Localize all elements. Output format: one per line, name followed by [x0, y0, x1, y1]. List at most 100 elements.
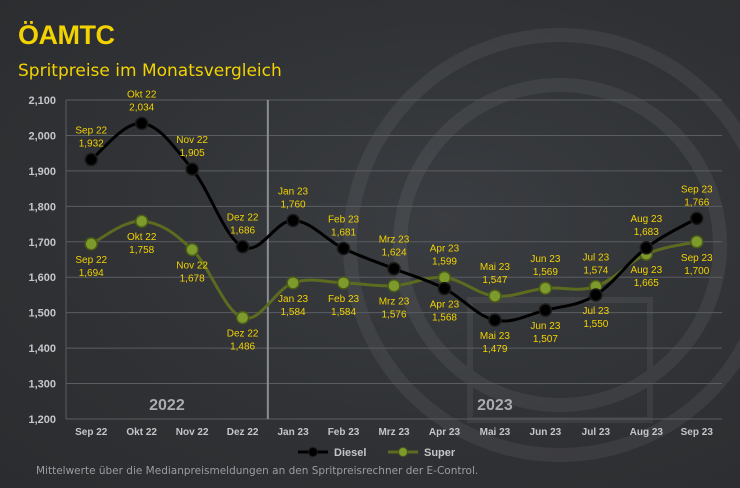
- diesel-legend-label: Diesel: [334, 447, 366, 459]
- super-label-month: Jul 23: [583, 252, 610, 263]
- super-label-value: 1,486: [230, 342, 255, 353]
- diesel-label-month: Jan 23: [278, 187, 308, 198]
- super-marker: [488, 289, 502, 303]
- diesel-label-value: 1,683: [634, 227, 659, 238]
- super-label-month: Mai 23: [480, 262, 510, 273]
- super-marker: [437, 270, 452, 285]
- year-label: 2023: [477, 397, 513, 414]
- x-tick-label: Okt 22: [126, 427, 157, 438]
- diesel-marker: [134, 116, 149, 131]
- diesel-marker: [589, 288, 603, 302]
- diesel-marker: [387, 261, 401, 276]
- x-tick-label: Nov 22: [176, 427, 209, 438]
- x-tick-label: Mai 23: [480, 427, 511, 438]
- super-label-month: Dez 22: [227, 329, 259, 340]
- super-marker: [235, 310, 250, 325]
- diesel-label-value: 1,760: [281, 200, 306, 211]
- diesel-label-value: 1,568: [432, 313, 457, 324]
- super-label-month: Jan 23: [278, 294, 308, 305]
- diesel-marker: [336, 241, 351, 256]
- diesel-label-month: Jul 23: [583, 306, 610, 317]
- super-label-value: 1,584: [331, 307, 356, 318]
- diesel-label-month: Sep 22: [75, 126, 107, 137]
- diesel-label-month: Dez 22: [227, 213, 259, 224]
- super-marker: [336, 276, 351, 290]
- super-label-value: 1,574: [583, 265, 608, 276]
- super-label-month: Nov 22: [176, 261, 208, 272]
- diesel-label-month: Mrz 23: [379, 235, 410, 246]
- super-label-value: 1,547: [482, 275, 507, 286]
- super-marker: [690, 235, 704, 249]
- x-axis: Sep 22 Okt 22 Nov 22 Dez 22 Jan 23 Feb 23 Mrz …: [75, 427, 713, 438]
- super-label-month: Mrz 23: [379, 297, 410, 308]
- x-tick-label: Mrz 23: [378, 427, 410, 438]
- diesel-label-value: 2,034: [129, 102, 154, 113]
- diesel-label-month: Nov 22: [176, 135, 208, 146]
- y-tick-label: 1,400: [28, 343, 56, 355]
- x-tick-label: Jul 23: [582, 427, 611, 438]
- super-legend-label: Super: [424, 447, 456, 459]
- super-legend-marker: [398, 447, 408, 457]
- diesel-label-month: Jun 23: [530, 321, 560, 332]
- diesel-label-value: 1,507: [533, 334, 558, 345]
- chart-legend: Diesel Super: [298, 447, 456, 459]
- diesel-marker: [286, 213, 300, 228]
- diesel-marker: [639, 241, 654, 255]
- super-label-value: 1,700: [684, 266, 709, 277]
- diesel-label-value: 1,681: [331, 228, 356, 239]
- y-tick-label: 1,800: [28, 201, 56, 213]
- y-tick-label: 1,300: [28, 379, 56, 391]
- diesel-marker: [84, 152, 98, 167]
- super-label-month: Okt 22: [127, 232, 157, 243]
- super-label-month: Aug 23: [630, 265, 662, 276]
- diesel-label-month: Mai 23: [480, 331, 510, 342]
- diesel-marker: [437, 281, 452, 296]
- super-label-value: 1,576: [381, 310, 406, 321]
- super-label-value: 1,569: [533, 267, 558, 278]
- x-tick-label: Sep 22: [75, 427, 108, 438]
- diesel-label-value: 1,550: [583, 319, 608, 330]
- x-tick-label: Sep 23: [681, 427, 714, 438]
- x-tick-label: Jan 23: [278, 427, 310, 438]
- y-tick-label: 1,900: [28, 166, 56, 178]
- y-tick-label: 2,000: [28, 130, 56, 142]
- watermark-emblem: [343, 28, 740, 462]
- diesel-label-value: 1,905: [180, 148, 205, 159]
- y-axis: 1,200 1,300 1,400 1,500 1,600 1,700 1,800 1,900…: [28, 95, 67, 426]
- super-label-month: Sep 23: [681, 253, 713, 264]
- diesel-label-month: Aug 23: [630, 214, 662, 225]
- super-label-value: 1,665: [634, 278, 659, 289]
- diesel-label-month: Feb 23: [328, 215, 360, 226]
- diesel-label-value: 1,479: [482, 344, 507, 355]
- year-labels: 2022 2023: [149, 397, 513, 414]
- y-tick-label: 2,100: [28, 95, 56, 107]
- data-labels: Sep 22 1,932 Sep 22 1,694 Okt 22 2,034 Okt 22 1…: [75, 89, 713, 355]
- super-marker: [538, 281, 553, 295]
- diesel-marker: [488, 313, 502, 327]
- x-tick-label: Feb 23: [328, 427, 360, 438]
- oeamtc-logo: ÖAMTC: [18, 20, 115, 50]
- year-label: 2022: [149, 397, 185, 414]
- y-tick-label: 1,500: [28, 308, 56, 320]
- super-label-value: 1,599: [432, 257, 457, 268]
- y-tick-label: 1,700: [28, 237, 56, 249]
- diesel-label-month: Okt 22: [127, 89, 157, 100]
- diesel-marker: [185, 162, 199, 176]
- diesel-label-value: 1,624: [381, 248, 406, 259]
- diesel-label-value: 1,686: [230, 226, 255, 237]
- super-marker: [387, 278, 401, 293]
- chart-title: Spritpreise im Monatsvergleich: [18, 61, 282, 81]
- x-tick-label: Aug 23: [630, 427, 664, 438]
- diesel-legend-marker: [308, 447, 318, 457]
- diesel-marker: [538, 303, 553, 317]
- x-tick-label: Apr 23: [429, 427, 461, 438]
- super-label-month: Jun 23: [530, 254, 560, 265]
- y-tick-label: 1,600: [28, 272, 56, 284]
- super-label-value: 1,584: [281, 307, 306, 318]
- super-label-month: Apr 23: [430, 244, 460, 255]
- super-label-month: Sep 22: [75, 255, 107, 266]
- y-tick-label: 1,200: [28, 414, 56, 426]
- x-tick-label: Jun 23: [530, 427, 562, 438]
- diesel-marker: [690, 211, 704, 226]
